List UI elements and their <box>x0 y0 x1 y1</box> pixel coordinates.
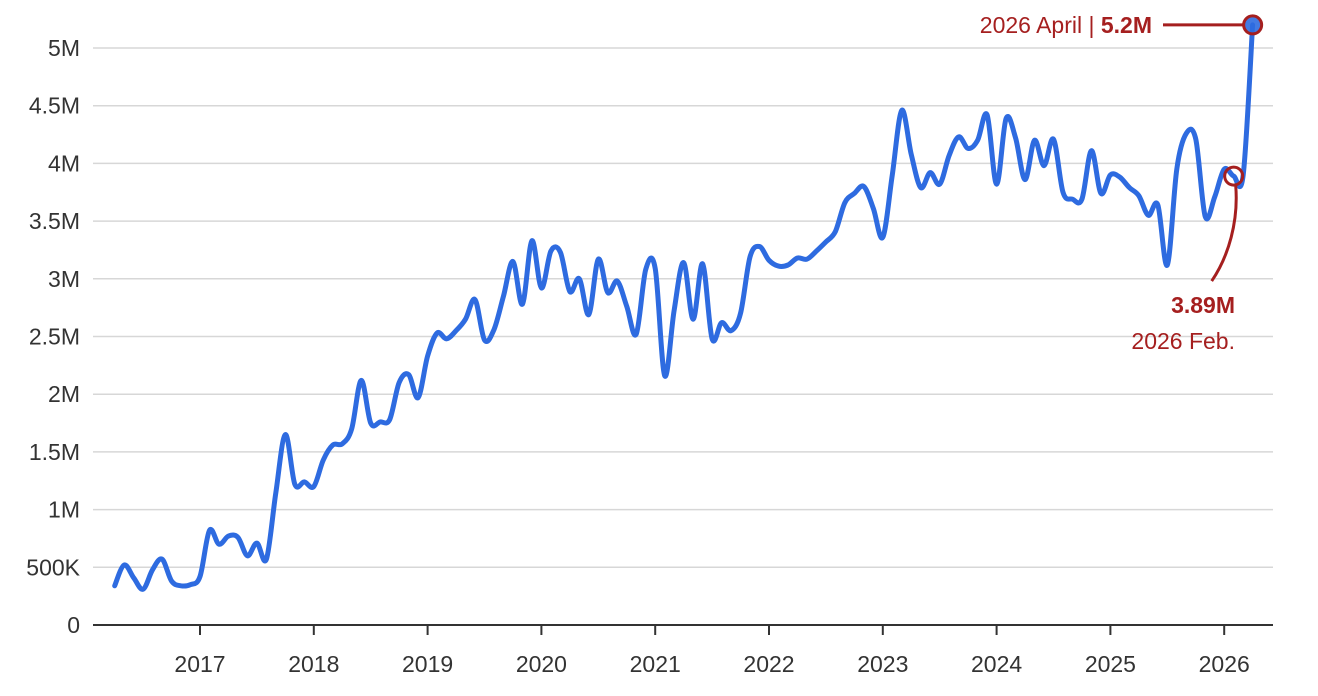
annotation-latest-value: 5.2M <box>1101 12 1152 38</box>
y-tick-label: 500K <box>26 554 80 580</box>
annotation-latest: 2026 April | 5.2M <box>980 12 1264 38</box>
annotation-feb-value: 3.89M <box>1171 292 1235 318</box>
x-tick-label: 2023 <box>857 651 908 677</box>
annotation-feb-date: 2026 Feb. <box>1131 328 1235 354</box>
y-tick-label: 2.5M <box>29 324 80 350</box>
y-tick-label: 3M <box>48 266 80 292</box>
grid-lines <box>93 47 1273 569</box>
y-tick-label: 5M <box>48 35 80 61</box>
series-line <box>112 22 1256 592</box>
x-tick-label: 2020 <box>516 651 567 677</box>
annotation-latest-marker <box>1242 14 1264 36</box>
y-tick-label: 3.5M <box>29 208 80 234</box>
y-tick-label: 4.5M <box>29 93 80 119</box>
y-tick-label: 1.5M <box>29 439 80 465</box>
x-tick-label: 2019 <box>402 651 453 677</box>
annotation-feb: 3.89M 2026 Feb. <box>1131 165 1245 354</box>
x-tick-label: 2026 <box>1199 651 1250 677</box>
annotation-latest-label: 2026 April | 5.2M <box>980 12 1152 38</box>
x-tick-label: 2017 <box>174 651 225 677</box>
y-tick-label: 0 <box>67 612 80 638</box>
x-tick-label: 2022 <box>743 651 794 677</box>
y-tick-label: 1M <box>48 497 80 523</box>
x-tick-label: 2024 <box>971 651 1022 677</box>
x-tick-label: 2021 <box>630 651 681 677</box>
y-tick-label: 2M <box>48 381 80 407</box>
y-tick-label: 4M <box>48 150 80 176</box>
x-axis-ticks: 2017 2018 2019 2020 2021 2022 2023 2024 2025 2026 <box>174 625 1250 677</box>
annotation-feb-marker <box>1223 165 1245 187</box>
annotation-latest-prefix: 2026 April | <box>980 12 1101 38</box>
x-tick-label: 2018 <box>288 651 339 677</box>
x-tick-label: 2025 <box>1085 651 1136 677</box>
annotation-feb-leader <box>1210 184 1238 282</box>
y-axis-tick-labels: 0 500K 1M 1.5M 2M 2.5M 3M 3.5M 4M 4.5M 5M <box>26 35 80 638</box>
